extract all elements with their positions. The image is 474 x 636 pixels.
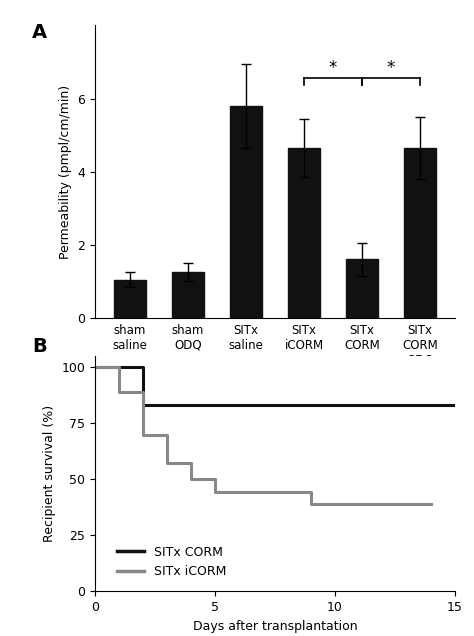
Legend: SITx CORM, SITx iCORM: SITx CORM, SITx iCORM (112, 541, 232, 583)
Bar (230, 106, 262, 318)
Bar (404, 148, 436, 318)
Y-axis label: Recipient survival (%): Recipient survival (%) (43, 405, 55, 543)
Bar (172, 272, 204, 318)
Bar (114, 280, 146, 318)
Text: B: B (32, 337, 46, 356)
Text: *: * (387, 59, 395, 77)
Y-axis label: Permeability (pmpl/cm/min): Permeability (pmpl/cm/min) (58, 85, 72, 259)
Bar (288, 148, 320, 318)
X-axis label: Days after transplantation: Days after transplantation (192, 619, 357, 633)
Bar (346, 259, 378, 318)
Text: *: * (329, 59, 337, 77)
Text: A: A (32, 22, 47, 41)
